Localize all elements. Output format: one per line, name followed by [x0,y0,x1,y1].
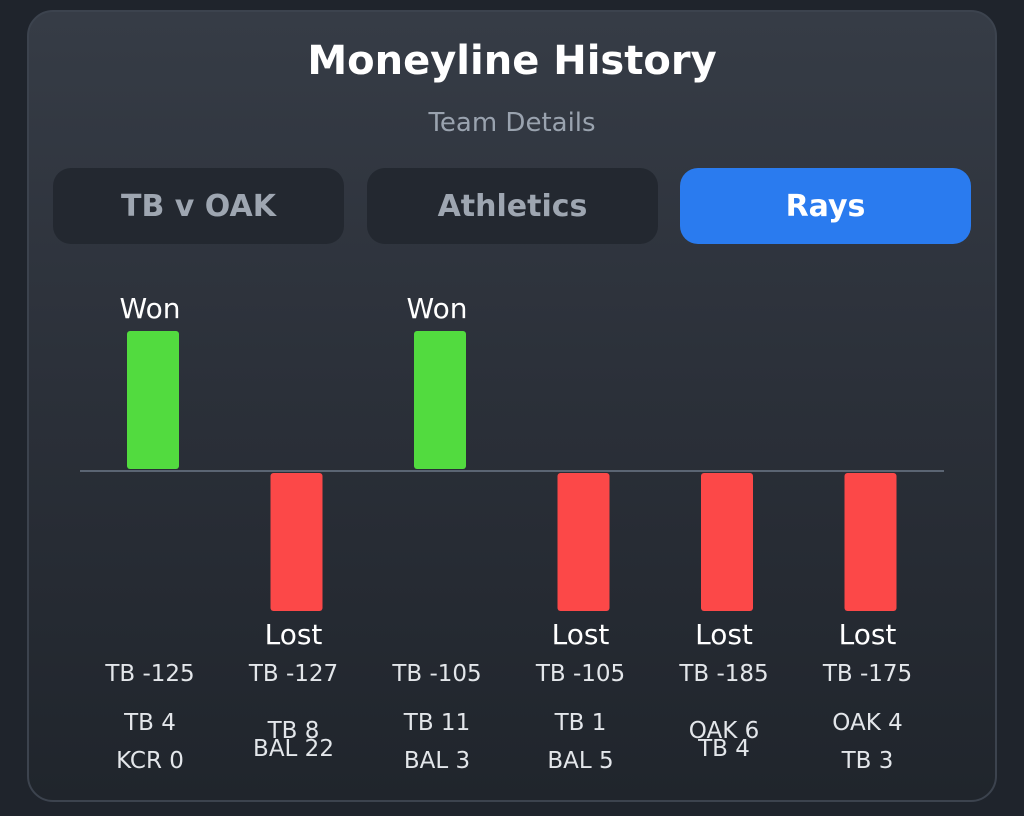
page-title: Moneyline History [307,38,717,84]
tab-rays[interactable]: Rays [680,168,971,244]
page-subtitle: Team Details [428,108,596,138]
tab-matchup[interactable]: TB v OAK [53,168,344,244]
tab-athletics[interactable]: Athletics [367,168,658,244]
moneyline-card [27,10,997,802]
